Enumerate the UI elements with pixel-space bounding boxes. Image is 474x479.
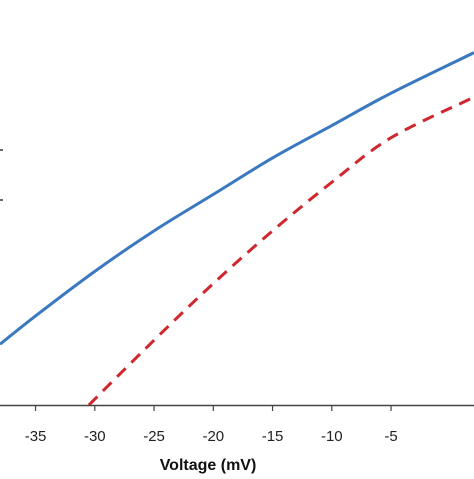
x-tick-label: -25 <box>143 428 165 445</box>
x-tick-label: -10 <box>321 428 343 445</box>
x-tick-label: -35 <box>25 428 47 445</box>
x-tick-label: -20 <box>202 428 224 445</box>
series-line-solid <box>0 51 474 346</box>
axes <box>0 149 474 407</box>
series-layer <box>0 51 474 405</box>
x-tick-label: -5 <box>384 428 397 445</box>
x-ticks: -35 -30 -25 -20 -15 -10 -5 <box>25 405 398 445</box>
x-axis-title: Voltage (mV) <box>160 457 257 474</box>
x-tick-label: -15 <box>262 428 284 445</box>
series-line-dashed <box>87 95 474 405</box>
x-tick-label: -30 <box>84 428 106 445</box>
